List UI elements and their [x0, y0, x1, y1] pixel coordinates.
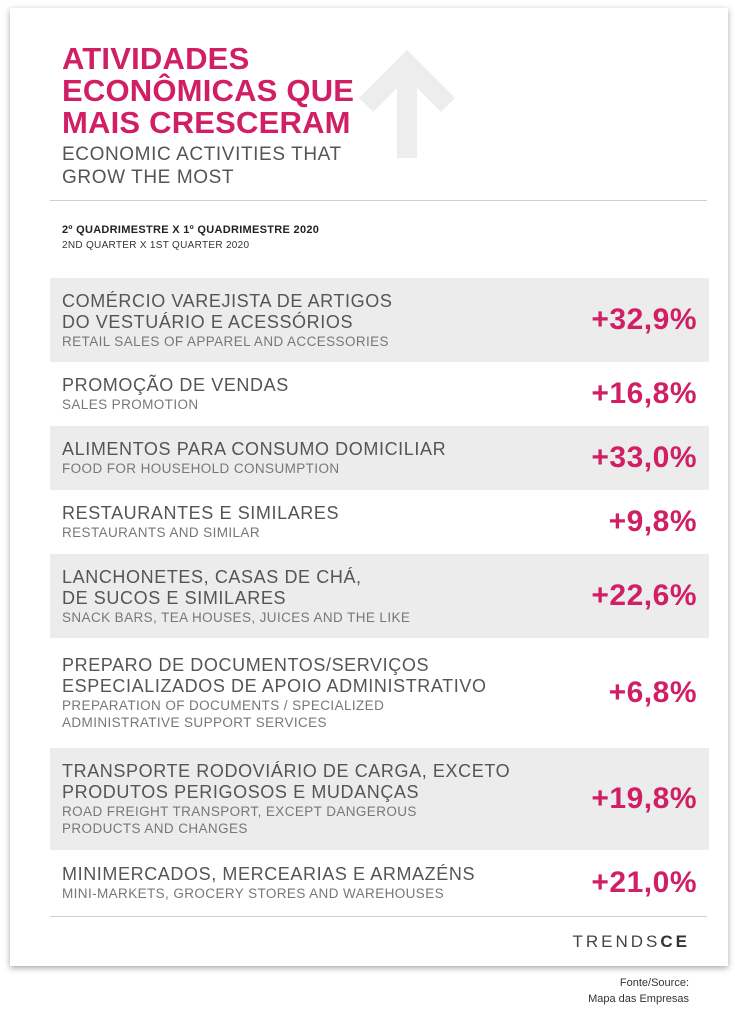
page-subtitle: ECONOMIC ACTIVITIES THAT GROW THE MOST — [62, 144, 342, 188]
header: ATIVIDADES ECONÔMICAS QUE MAIS CRESCERAM… — [62, 43, 662, 189]
activity-name-en: MINI-MARKETS, GROCERY STORES AND WAREHOU… — [62, 886, 445, 901]
list-item: PREPARO DE DOCUMENTOS/SERVIÇOS ESPECIALI… — [50, 638, 709, 748]
source-note: Fonte/Source: Mapa das Empresas — [588, 975, 689, 1007]
infographic-card: ATIVIDADES ECONÔMICAS QUE MAIS CRESCERAM… — [10, 8, 728, 966]
source-label: Fonte/Source: — [619, 977, 689, 989]
list-item: LANCHONETES, CASAS DE CHÁ, DE SUCOS E SI… — [50, 554, 709, 638]
list-item: MINIMERCADOS, MERCEARIAS E ARMAZÉNS MINI… — [50, 850, 709, 916]
up-arrow-icon — [359, 50, 455, 158]
list-item: ALIMENTOS PARA CONSUMO DOMICILIAR FOOD F… — [50, 426, 709, 490]
activity-name-en: RETAIL SALES OF APPAREL AND ACCESSORIES — [62, 333, 389, 349]
activity-name-pt: PROMOÇÃO DE VENDAS — [62, 375, 289, 395]
activity-name-pt: PREPARO DE DOCUMENTOS/SERVIÇOS ESPECIALI… — [62, 655, 487, 696]
growth-value: +19,8% — [591, 782, 697, 815]
activity-name-pt: COMÉRCIO VAREJISTA DE ARTIGOS DO VESTUÁR… — [62, 290, 393, 332]
growth-value: +33,0% — [591, 441, 697, 474]
activity-name-pt: TRANSPORTE RODOVIÁRIO DE CARGA, EXCETO P… — [62, 761, 511, 802]
list-item: RESTAURANTES E SIMILARES RESTAURANTS AND… — [50, 490, 709, 554]
logo-prefix: TRENDS — [572, 932, 661, 951]
activity-list: COMÉRCIO VAREJISTA DE ARTIGOS DO VESTUÁR… — [50, 278, 709, 916]
growth-value: +16,8% — [591, 377, 697, 410]
growth-value: +6,8% — [608, 676, 697, 709]
activity-name-pt: LANCHONETES, CASAS DE CHÁ, DE SUCOS E SI… — [62, 566, 362, 608]
activity-name-en: PREPARATION OF DOCUMENTS / SPECIALIZED A… — [62, 698, 385, 730]
growth-value: +22,6% — [591, 579, 697, 612]
growth-value: +21,0% — [591, 866, 697, 899]
list-item: PROMOÇÃO DE VENDAS SALES PROMOTION +16,8… — [50, 362, 709, 426]
activity-name-pt: MINIMERCADOS, MERCEARIAS E ARMAZÉNS — [62, 864, 476, 884]
period-label-pt: 2º QUADRIMESTRE X 1º QUADRIMESTRE 2020 — [62, 224, 320, 236]
logo-suffix: CE — [660, 932, 690, 951]
page-title: ATIVIDADES ECONÔMICAS QUE MAIS CRESCERAM — [62, 41, 355, 140]
activity-name-en: FOOD FOR HOUSEHOLD CONSUMPTION — [62, 461, 340, 476]
period-label-en: 2ND QUARTER X 1ST QUARTER 2020 — [62, 240, 250, 251]
activity-name-en: SALES PROMOTION — [62, 397, 199, 412]
activity-name-en: ROAD FREIGHT TRANSPORT, EXCEPT DANGEROUS… — [62, 804, 417, 836]
list-item: TRANSPORTE RODOVIÁRIO DE CARGA, EXCETO P… — [50, 748, 709, 850]
period: 2º QUADRIMESTRE X 1º QUADRIMESTRE 2020 2… — [62, 224, 319, 251]
trendsce-logo: TRENDSCE — [572, 932, 690, 952]
footer-divider — [50, 916, 707, 917]
growth-value: +9,8% — [608, 505, 697, 538]
growth-value: +32,9% — [591, 303, 697, 336]
header-divider — [50, 200, 707, 201]
list-item: COMÉRCIO VAREJISTA DE ARTIGOS DO VESTUÁR… — [50, 278, 709, 362]
activity-name-pt: RESTAURANTES E SIMILARES — [62, 503, 340, 523]
source-name: Mapa das Empresas — [588, 993, 689, 1005]
activity-name-en: SNACK BARS, TEA HOUSES, JUICES AND THE L… — [62, 609, 411, 625]
activity-name-pt: ALIMENTOS PARA CONSUMO DOMICILIAR — [62, 439, 447, 459]
activity-name-en: RESTAURANTS AND SIMILAR — [62, 525, 260, 540]
